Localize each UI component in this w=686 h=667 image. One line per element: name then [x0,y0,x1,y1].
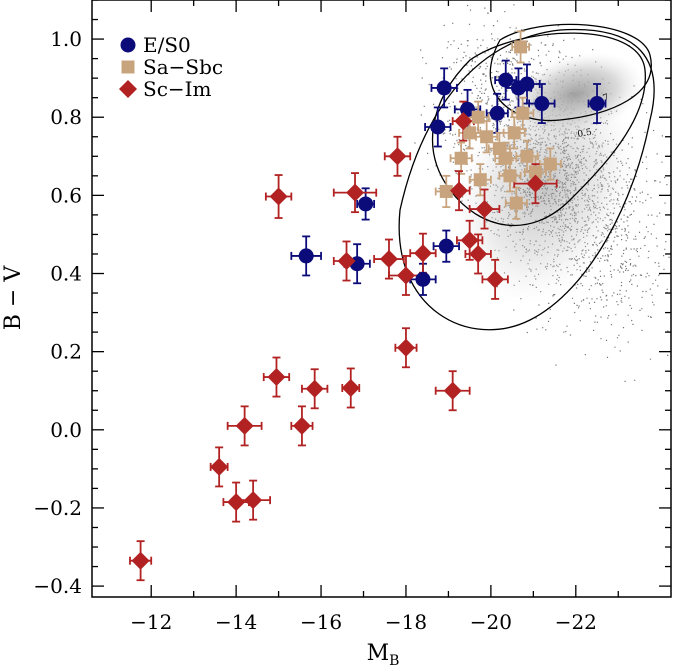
point-e-s0 [415,271,431,287]
point-sa-sbc [520,149,534,163]
point-sc-im [305,379,324,398]
contour-line-3 [398,28,655,331]
point-sc-im [443,381,462,400]
contour-line-2 [431,32,646,227]
point-e-s0 [298,248,314,264]
point-sa-sbc [543,157,557,171]
point-e-s0 [589,96,605,112]
point-e-s0 [438,238,454,254]
x-tick-label: −16 [300,610,342,634]
point-e-s0 [519,76,535,92]
legend-label-e-s0: E/S0 [143,33,191,57]
point-sa-sbc [509,196,523,210]
point-sa-sbc [503,169,517,183]
point-sa-sbc [439,184,453,198]
point-sc-im [292,416,311,435]
x-tick-label: −22 [555,610,597,634]
y-tick-label: −0.4 [33,574,82,598]
point-sc-im [244,491,263,510]
point-sc-im [486,270,505,289]
point-sa-sbc [516,106,530,120]
x-tick-label: −18 [385,610,427,634]
y-tick-label: 0.6 [50,183,82,207]
y-tick-label: 0.0 [50,418,82,442]
point-e-s0 [436,80,452,96]
contour-label: 0.5 [577,128,593,140]
point-sc-im [526,174,545,193]
legend-marker-e-s0 [120,37,136,53]
legend-label-sc-im: Sc−Im [143,77,212,101]
point-sc-im [388,147,407,166]
error-bars [129,30,607,582]
point-sc-im [337,252,356,271]
y-tick-label: −0.2 [33,496,82,520]
point-sc-im [396,338,415,357]
point-sa-sbc [480,130,494,144]
point-e-s0 [430,119,446,135]
y-tick-label: 0.8 [50,105,82,129]
point-sa-sbc [492,141,506,155]
y-axis-label: B − V [1,265,26,331]
point-sc-im [341,378,360,397]
legend-marker-sa-sbc [121,60,135,74]
point-e-s0 [489,105,505,121]
point-sc-im [267,368,286,387]
point-sc-im [460,231,479,250]
point-e-s0 [498,72,514,88]
x-tick-label: −12 [130,610,172,634]
axis-ticks: −12 −14 −16 −18 −20 −22 −0.4 −0.2 0.0 0.2 0.4 0.6 0.… [33,0,671,634]
plot-frame [91,0,672,598]
point-sc-im [227,493,246,512]
point-sa-sbc [514,40,528,54]
point-sc-im [131,551,150,570]
point-sc-im [210,457,229,476]
data-markers [131,40,605,570]
point-sc-im [379,250,398,269]
x-axis-label: MB [367,641,400,667]
point-sa-sbc [499,151,513,165]
point-sc-im [396,266,415,285]
x-tick-label: −20 [470,610,512,634]
point-sc-im [413,244,432,263]
legend-label-sa-sbc: Sa−Sbc [143,55,223,79]
point-e-s0 [534,96,550,112]
point-sa-sbc [463,126,477,140]
y-tick-label: 0.4 [50,262,82,286]
legend-marker-sc-im [119,80,137,98]
point-sc-im [469,244,488,263]
contour-line-1 [489,23,652,122]
point-sc-im [450,181,469,200]
point-sc-im [454,112,473,131]
x-tick-label: −14 [215,610,257,634]
point-sa-sbc [471,110,485,124]
point-sa-sbc [454,151,468,165]
point-e-s0 [358,196,374,212]
point-sa-sbc [473,173,487,187]
x-axis-label-subscript: B [389,653,399,667]
point-sc-im [269,187,288,206]
point-sa-sbc [507,126,521,140]
y-tick-label: 1.0 [50,27,82,51]
x-axis-label-main: M [367,641,390,666]
point-sa-sbc [528,165,542,179]
y-tick-label: 0.2 [50,340,82,364]
point-sc-im [475,200,494,219]
point-sc-im [235,416,254,435]
point-sc-im [346,183,365,202]
